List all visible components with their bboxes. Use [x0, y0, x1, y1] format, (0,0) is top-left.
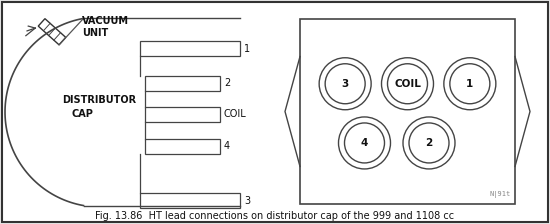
Circle shape — [319, 58, 371, 110]
Text: 2: 2 — [425, 138, 433, 148]
Text: Fig. 13.86  HT lead connections on distributor cap of the 999 and 1108 cc: Fig. 13.86 HT lead connections on distri… — [96, 211, 454, 221]
Text: COIL: COIL — [394, 79, 421, 89]
FancyBboxPatch shape — [145, 76, 220, 91]
Circle shape — [382, 58, 433, 110]
Polygon shape — [39, 19, 66, 45]
Circle shape — [444, 58, 496, 110]
Text: 3: 3 — [342, 79, 349, 89]
Text: N|91t: N|91t — [490, 191, 511, 198]
Circle shape — [338, 117, 390, 169]
Circle shape — [325, 64, 365, 104]
Text: COIL: COIL — [224, 109, 247, 119]
Text: UNIT: UNIT — [82, 28, 108, 38]
FancyBboxPatch shape — [2, 2, 548, 222]
FancyBboxPatch shape — [145, 107, 220, 122]
Circle shape — [450, 64, 490, 104]
Circle shape — [409, 123, 449, 163]
Circle shape — [388, 64, 427, 104]
Text: CAP: CAP — [72, 109, 94, 119]
FancyBboxPatch shape — [140, 41, 240, 56]
Text: 2: 2 — [224, 78, 230, 88]
FancyBboxPatch shape — [145, 139, 220, 154]
Text: 4: 4 — [224, 141, 230, 151]
Text: VACUUM: VACUUM — [82, 16, 129, 26]
FancyBboxPatch shape — [140, 193, 240, 208]
Circle shape — [344, 123, 384, 163]
Text: 1: 1 — [466, 79, 474, 89]
Text: 1: 1 — [244, 44, 250, 54]
Text: 4: 4 — [361, 138, 368, 148]
Text: 3: 3 — [244, 196, 250, 206]
Circle shape — [403, 117, 455, 169]
FancyBboxPatch shape — [300, 19, 515, 204]
Text: DISTRIBUTOR: DISTRIBUTOR — [62, 95, 136, 105]
